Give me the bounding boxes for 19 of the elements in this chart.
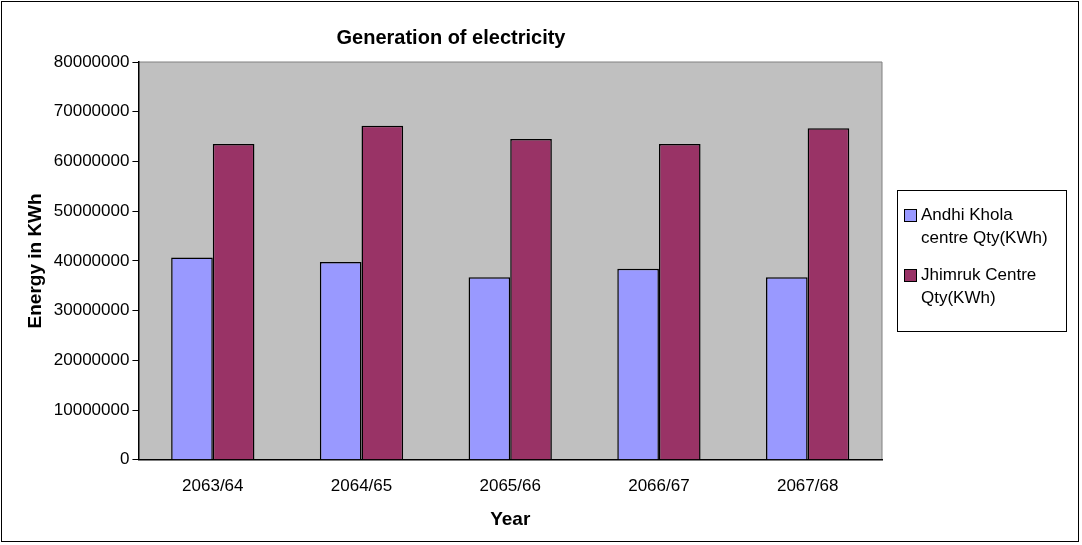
x-axis-title: Year [490,507,531,529]
x-tick-label: 2065/66 [479,475,541,495]
x-tick-label: 2066/67 [628,475,690,495]
y-axis-title: Energy in KWh [23,193,45,329]
x-tick-label: 2067/68 [776,475,839,495]
legend-label: Andhi Khola centre Qty(KWh) [921,203,1049,249]
y-tick-label: 0 [119,449,130,469]
y-tick-label: 50000000 [53,200,130,220]
y-tick-label: 60000000 [53,151,130,171]
y-tick-label: 70000000 [53,101,130,121]
y-tick-label: 10000000 [53,399,130,419]
legend-label: Jhimruk Centre Qty(KWh) [921,263,1038,309]
y-tick-label: 20000000 [53,350,130,370]
chart-title: Generation of electricity [336,25,567,48]
y-tick-label: 40000000 [53,250,130,270]
x-tick-label: 2063/64 [182,475,244,495]
y-tick-label: 30000000 [53,300,130,320]
y-tick-label: 80000000 [53,51,130,71]
x-tick-label: 2064/65 [330,475,393,495]
